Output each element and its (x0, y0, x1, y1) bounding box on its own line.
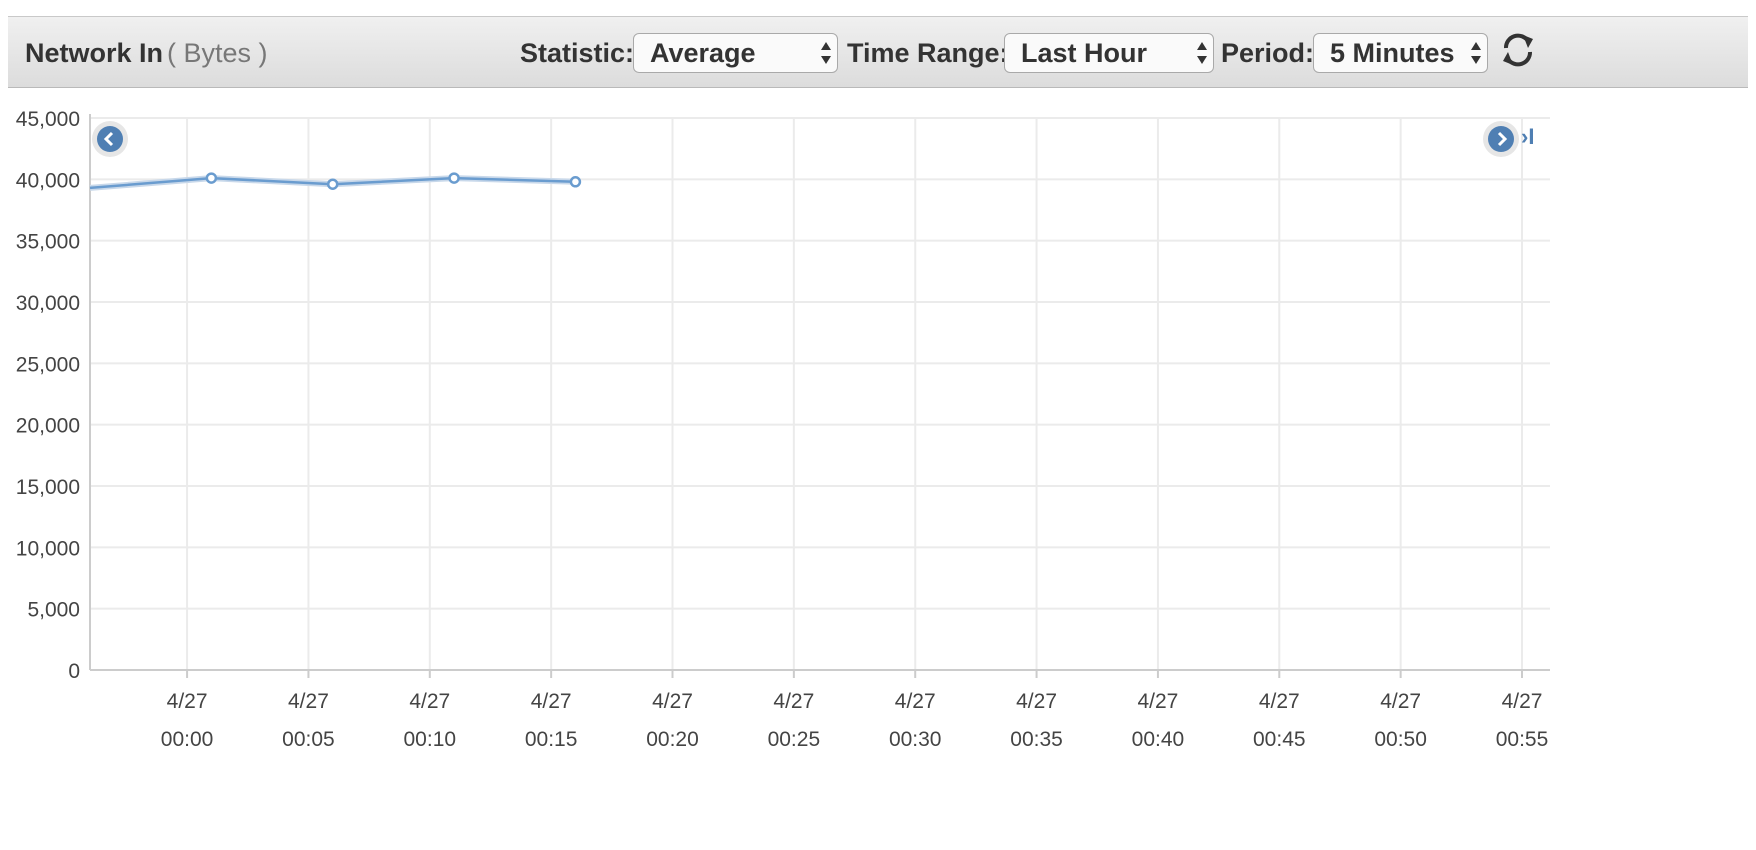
period-select[interactable]: 5 Minutes (1313, 33, 1488, 73)
chart-grid (90, 117, 1550, 670)
data-point (205, 172, 218, 184)
chevron-right-icon (1488, 126, 1514, 152)
x-axis-labels: 4/27 00:00 4/27 00:05 4/27 00:10 4/27 00:15 4/27… (161, 690, 1548, 751)
x-tick-date-label: 4/27 (288, 690, 329, 713)
statistic-select-value: Average (650, 38, 756, 68)
time-range-select[interactable]: Last Hour (1004, 33, 1214, 73)
y-tick-label: 40,000 (16, 169, 80, 192)
x-tick-time-label: 00:50 (1374, 728, 1427, 751)
select-arrows-icon (821, 40, 831, 66)
x-tick-date-label: 4/27 (1016, 690, 1057, 713)
x-tick-time-label: 00:25 (768, 728, 821, 751)
chevron-left-icon (97, 126, 123, 152)
x-tick-time-label: 00:55 (1496, 728, 1549, 751)
network-in-chart: 0 5,000 10,000 15,000 20,000 25,000 30,000 35,0… (16, 108, 1550, 751)
skip-to-end-icon[interactable]: ›I (1521, 124, 1535, 149)
x-tick-time-label: 00:00 (161, 728, 214, 751)
y-tick-label: 45,000 (16, 108, 80, 131)
x-tick-date-label: 4/27 (1259, 690, 1300, 713)
x-tick-date-label: 4/27 (531, 690, 572, 713)
y-axis-labels: 0 5,000 10,000 15,000 20,000 25,000 30,000 35,0… (16, 108, 80, 683)
y-tick-label: 35,000 (16, 231, 80, 254)
x-tick-time-label: 00:05 (282, 728, 335, 751)
x-tick-date-label: 4/27 (167, 690, 208, 713)
x-tick-date-label: 4/27 (1502, 690, 1543, 713)
y-tick-label: 0 (68, 660, 80, 683)
x-tick-time-label: 00:20 (646, 728, 699, 751)
data-point (326, 178, 339, 190)
chart-title-group: Network In( Bytes ) (25, 17, 268, 89)
statistic-select[interactable]: Average (633, 33, 838, 73)
time-range-label: Time Range: (847, 38, 1009, 68)
data-point (448, 172, 460, 184)
x-tick-date-label: 4/27 (652, 690, 693, 713)
refresh-icon[interactable] (1498, 29, 1538, 69)
x-tick-date-label: 4/27 (773, 690, 814, 713)
period-label: Period: (1221, 38, 1315, 68)
time-range-select-value: Last Hour (1021, 38, 1148, 68)
select-arrows-icon (1197, 40, 1207, 66)
x-tick-date-label: 4/27 (1137, 690, 1178, 713)
x-tick-time-label: 00:15 (525, 728, 578, 751)
x-tick-date-label: 4/27 (895, 690, 936, 713)
x-tick-time-label: 00:45 (1253, 728, 1306, 751)
next-page-button[interactable] (1483, 121, 1519, 157)
x-tick-time-label: 00:30 (889, 728, 942, 751)
data-point (569, 176, 582, 188)
chart-axes (89, 114, 1550, 678)
y-tick-label: 30,000 (16, 292, 80, 315)
x-tick-time-label: 00:40 (1132, 728, 1185, 751)
chart-header: Network In( Bytes ) Statistic: Average T… (8, 16, 1748, 88)
y-tick-label: 20,000 (16, 415, 80, 438)
statistic-label: Statistic: (520, 38, 635, 68)
chart-series (89, 172, 582, 191)
y-tick-label: 25,000 (16, 353, 80, 376)
y-tick-label: 15,000 (16, 476, 80, 499)
y-tick-label: 10,000 (16, 537, 80, 560)
x-tick-time-label: 00:10 (404, 728, 457, 751)
period-select-value: 5 Minutes (1330, 38, 1455, 68)
x-tick-time-label: 00:35 (1010, 728, 1063, 751)
select-arrows-icon (1471, 40, 1481, 66)
metric-title: Network In (25, 38, 164, 68)
prev-page-button[interactable] (92, 121, 128, 157)
metric-unit: ( Bytes ) (167, 38, 268, 68)
x-tick-date-label: 4/27 (409, 690, 450, 713)
y-tick-label: 5,000 (27, 599, 80, 622)
x-tick-date-label: 4/27 (1380, 690, 1421, 713)
